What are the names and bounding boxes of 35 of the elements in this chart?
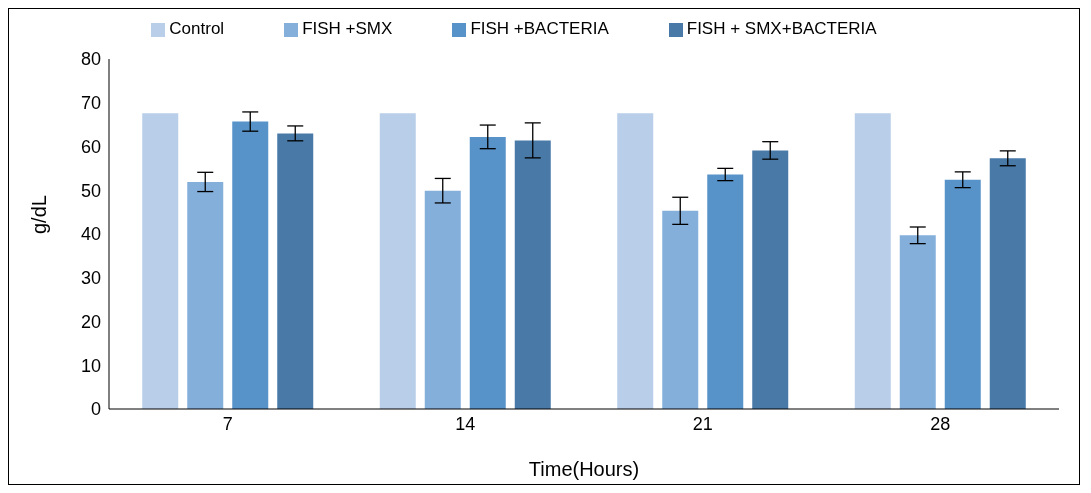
- bar: [424, 190, 461, 409]
- y-tick-label: 70: [80, 93, 101, 114]
- y-tick-label: 0: [90, 399, 101, 420]
- x-tick-label: 14: [455, 413, 476, 434]
- y-tick-label: 80: [80, 49, 101, 70]
- y-tick-label: 40: [80, 224, 101, 245]
- bar: [514, 140, 551, 409]
- bar: [469, 136, 506, 409]
- x-axis-title: Time(Hours): [528, 458, 640, 480]
- bar: [854, 113, 891, 409]
- bar: [379, 113, 416, 409]
- bar: [142, 113, 179, 409]
- y-tick-label: 10: [80, 355, 101, 376]
- bar: [277, 133, 314, 409]
- x-tick-label: 21: [692, 413, 713, 434]
- bar: [662, 210, 699, 409]
- bar: [944, 179, 981, 409]
- y-tick-label: 60: [80, 136, 101, 157]
- x-tick-label: 28: [930, 413, 951, 434]
- y-tick-label: 30: [80, 268, 101, 289]
- y-axis-title: g/dL: [28, 195, 51, 234]
- legend-label: FISH + SMX+BACTERIA: [686, 19, 877, 38]
- bar: [617, 113, 654, 409]
- legend-label: Control: [169, 19, 225, 38]
- bar: [752, 150, 789, 409]
- y-tick-label: 50: [80, 180, 101, 201]
- bar: [989, 158, 1026, 409]
- x-tick-label: 7: [222, 413, 233, 434]
- y-tick-label: 20: [80, 311, 101, 332]
- bar: [232, 121, 269, 409]
- bar: [707, 174, 744, 409]
- legend-label: FISH +BACTERIA: [470, 19, 609, 38]
- bar: [187, 181, 224, 409]
- legend-label: FISH +SMX: [302, 19, 393, 38]
- bar: [899, 235, 936, 409]
